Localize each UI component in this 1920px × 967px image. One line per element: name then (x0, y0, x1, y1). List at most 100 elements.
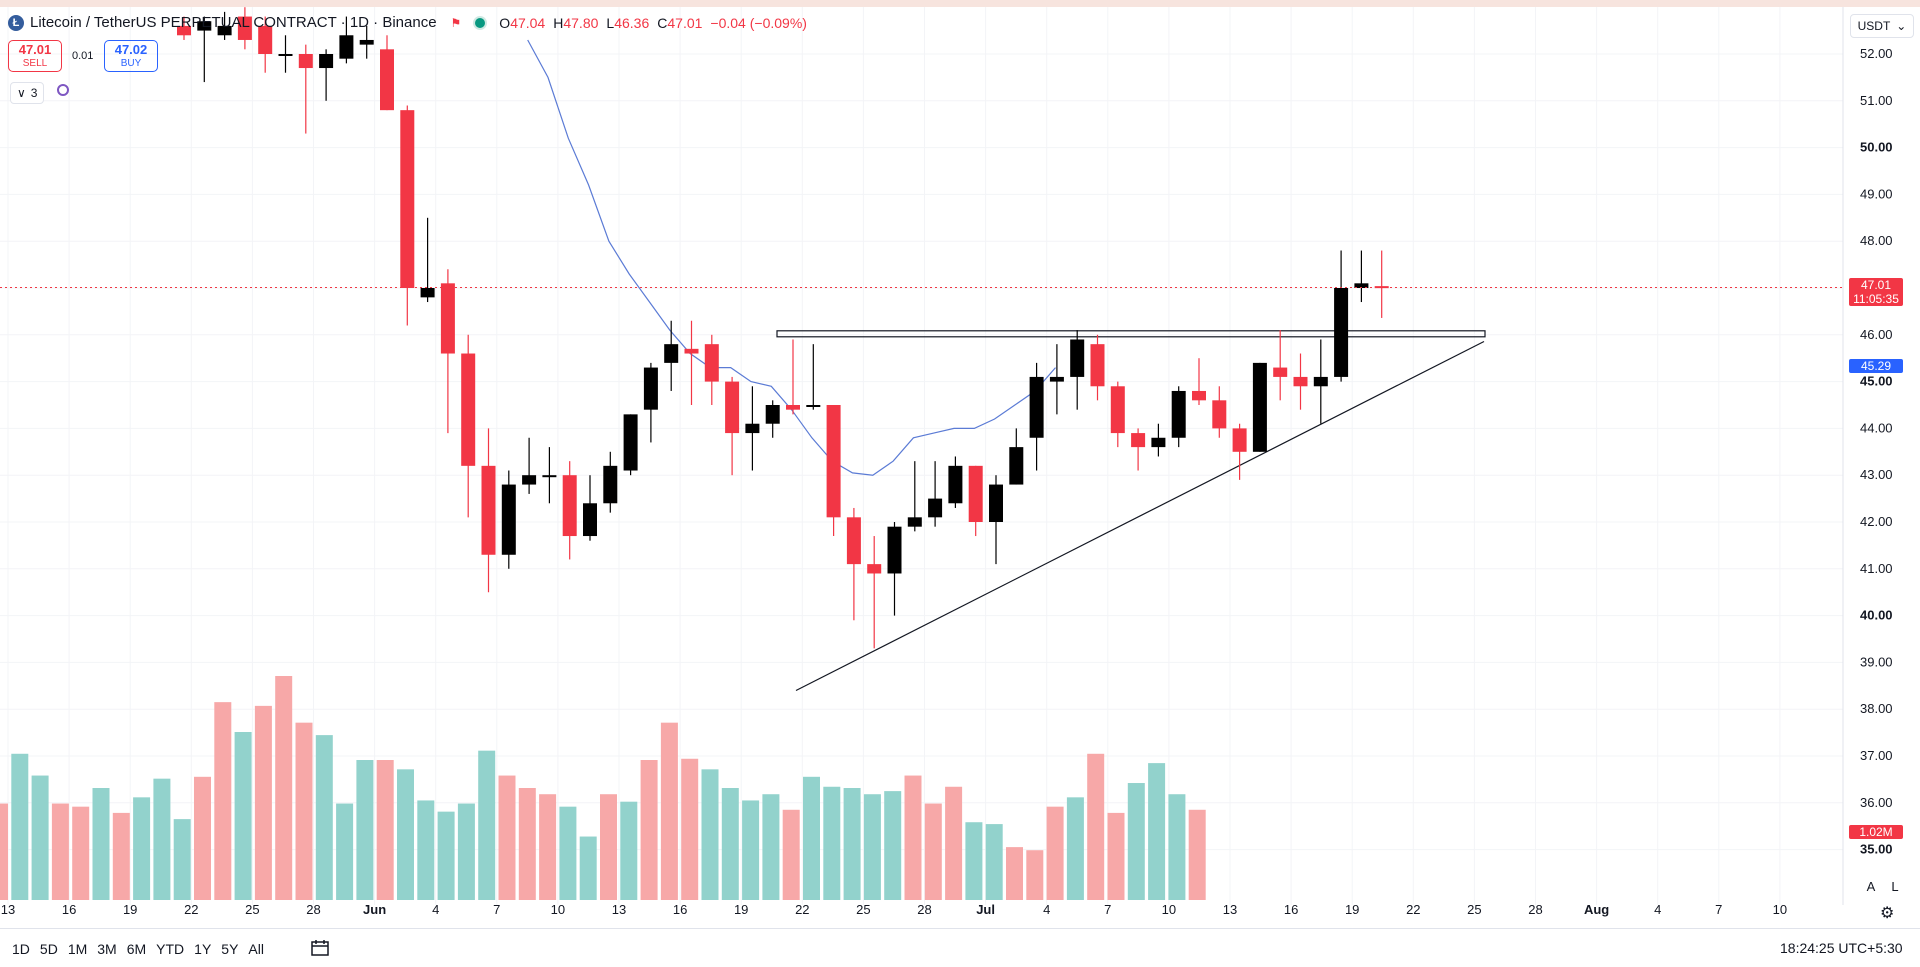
chart-drawings (776, 330, 1486, 692)
sell-label: SELL (22, 58, 48, 69)
volume-bar (1046, 806, 1064, 900)
volume-bar (153, 778, 171, 900)
volume-bar (518, 788, 536, 900)
sync-icon[interactable] (57, 84, 69, 96)
support-trendline (795, 340, 1485, 692)
price-tick-label: 52.00 (1860, 46, 1893, 61)
volume-bar (1127, 783, 1145, 900)
sell-button[interactable]: 47.01 SELL (8, 40, 62, 72)
candle-body (461, 353, 476, 466)
volume-bar (234, 732, 252, 900)
range-1y[interactable]: 1Y (194, 941, 212, 957)
market-status-icon (473, 15, 488, 30)
low-value: 46.36 (614, 14, 650, 31)
volume-bar (945, 786, 963, 900)
volume-bar (823, 786, 841, 900)
candle-body (1090, 344, 1105, 387)
range-ytd[interactable]: YTD (156, 941, 185, 957)
candle-body (481, 465, 496, 555)
price-tick-label: 44.00 (1860, 420, 1893, 435)
clock: 18:24:25 UTC+5:30 (1780, 940, 1903, 956)
candle-body (400, 110, 415, 288)
candle-body (725, 381, 740, 434)
high-value: 47.80 (563, 14, 599, 31)
candle-body (704, 344, 719, 382)
buy-button[interactable]: 47.02 BUY (104, 40, 158, 72)
candlesticks (177, 7, 1389, 649)
candle-body (197, 21, 212, 31)
log-scale-button[interactable]: L (1891, 878, 1899, 894)
bottom-toolbar: 1D 5D 1M 3M 6M YTD 1Y 5Y All 18:24:25 UT… (0, 928, 1920, 967)
flag-icon[interactable]: ⚑ (450, 15, 462, 30)
candle-body (359, 39, 374, 45)
candle-body (501, 484, 516, 555)
range-1d[interactable]: 1D (12, 941, 30, 957)
change-value: −0.04 (−0.09%) (710, 14, 807, 31)
candle-body (623, 414, 638, 471)
volume-bar (863, 794, 881, 900)
range-3m[interactable]: 3M (97, 941, 117, 957)
time-tick-label: 10 (1773, 902, 1787, 917)
candle-body (948, 465, 963, 504)
ohlc-values: O47.04 H47.80 L46.36 C47.01 −0.04 (−0.09… (499, 14, 807, 31)
volume-bar (681, 758, 699, 900)
time-tick-label: 13 (1, 902, 15, 917)
resistance-zone (776, 330, 1486, 338)
volume-bar (133, 797, 151, 900)
time-tick-label: 4 (432, 902, 439, 917)
chevron-down-icon: ⌄ (1896, 19, 1907, 33)
volume-bar (498, 775, 516, 900)
candle-body (887, 526, 902, 574)
spread-value: 0.01 (72, 50, 94, 62)
candle-body (217, 25, 232, 36)
volume-bar (965, 822, 983, 900)
currency-selector[interactable]: USDT ⌄ (1850, 14, 1914, 38)
gear-icon[interactable]: ⚙ (1880, 905, 1895, 922)
price-tick-label: 45.00 (1860, 374, 1893, 389)
candle-body (846, 517, 861, 565)
range-5d[interactable]: 5D (39, 941, 58, 957)
candle-body (1293, 376, 1308, 387)
price-tick-label: 35.00 (1860, 842, 1893, 857)
time-tick-label: 16 (62, 902, 76, 917)
volume-bar (397, 769, 414, 900)
range-6m[interactable]: 6M (126, 941, 147, 957)
price-chart[interactable]: 35.00 36.00 37.00 38.00 39.00 40.00 41.00 42.00… (0, 7, 1920, 928)
time-axis: 13 16 19 22 25 28 Jun 4 7 10 13 16 19 22 25 28 Jul 4 7 10 13… (1, 902, 1787, 917)
moving-average-line (527, 39, 1056, 476)
indicators-toggle[interactable]: ∨ 3 (10, 82, 45, 104)
volume-bar (579, 836, 597, 900)
volume-bar (721, 788, 739, 900)
volume-bar (620, 801, 638, 900)
price-tick-label: 51.00 (1860, 93, 1893, 108)
candle-body (1029, 376, 1044, 438)
volume-bar (924, 803, 942, 900)
volume-bar (1026, 850, 1044, 900)
time-tick-label: 10 (551, 902, 565, 917)
price-tick-label: 43.00 (1860, 467, 1893, 482)
volume-bar (112, 812, 130, 900)
volume-bar (1006, 847, 1023, 900)
auto-scale-button[interactable]: A (1866, 878, 1876, 894)
symbol-title[interactable]: Litecoin / TetherUS PERPETUAL CONTRACT ·… (30, 14, 437, 31)
volume-bar (904, 775, 922, 900)
volume-bar (72, 806, 90, 900)
buy-label: BUY (120, 58, 142, 69)
currency-label: USDT (1857, 19, 1891, 33)
price-tick-label: 37.00 (1860, 748, 1893, 763)
volume-bar (376, 760, 394, 900)
ma-value-badge: 45.29 (1849, 359, 1903, 373)
candle-body (380, 49, 394, 111)
candle-body (177, 25, 191, 36)
price-tick-label: 46.00 (1860, 327, 1893, 342)
candle-body (278, 54, 293, 56)
buy-price: 47.02 (114, 42, 148, 57)
calendar-icon[interactable] (310, 939, 330, 956)
price-tick-label: 49.00 (1860, 186, 1893, 201)
candle-body (1354, 283, 1369, 288)
candle-body (928, 498, 943, 518)
range-all[interactable]: All (248, 941, 264, 957)
volume-bar (884, 791, 902, 900)
range-1m[interactable]: 1M (67, 941, 88, 957)
range-5y[interactable]: 5Y (221, 941, 239, 957)
